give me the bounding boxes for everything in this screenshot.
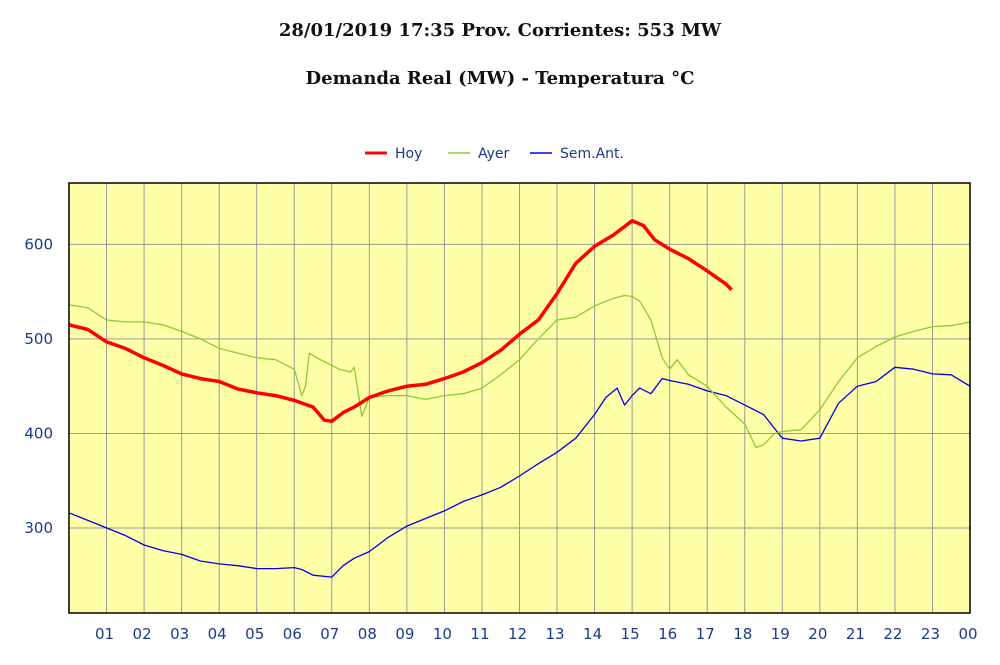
grid [69, 183, 970, 613]
x-tick-label: 20 [808, 625, 827, 643]
series-lines [68, 219, 971, 578]
x-tick-label: 01 [95, 625, 114, 643]
legend: Hoy Ayer Sem.Ant. [365, 146, 624, 162]
y-tick-label: 300 [24, 519, 53, 537]
legend-item: Ayer [448, 146, 510, 162]
x-tick-label: 06 [283, 625, 302, 643]
legend-label: Ayer [478, 146, 510, 162]
y-tick-label: 600 [24, 235, 53, 253]
legend-item: Sem.Ant. [530, 146, 624, 162]
x-tick-label: 02 [133, 625, 152, 643]
legend-label: Sem.Ant. [560, 146, 624, 162]
x-tick-label: 15 [621, 625, 640, 643]
y-tick-label: 400 [24, 424, 53, 442]
legend-label: Hoy [395, 146, 422, 162]
x-tick-label: 12 [508, 625, 527, 643]
x-tick-label: 10 [433, 625, 452, 643]
y-tick-label: 500 [24, 330, 53, 348]
x-tick-label: 23 [921, 625, 940, 643]
x-tick-label: 17 [696, 625, 715, 643]
series-line-sem-ant [68, 366, 971, 578]
x-tick-label: 04 [208, 625, 227, 643]
x-tick-label: 19 [771, 625, 790, 643]
x-tick-label: 00 [958, 625, 977, 643]
legend-item: Hoy [365, 146, 422, 162]
x-tick-label: 09 [395, 625, 414, 643]
x-tick-label: 21 [846, 625, 865, 643]
x-tick-label: 16 [658, 625, 677, 643]
x-tick-label: 03 [170, 625, 189, 643]
x-tick-label: 07 [320, 625, 339, 643]
x-axis: 01 02 03 04 05 06 07 08 09 10 11 12 13 14 15 16 17 18 19 20… [95, 625, 978, 643]
chart-subtitle: Demanda Real (MW) - Temperatura °C [305, 68, 695, 89]
x-tick-label: 13 [545, 625, 564, 643]
x-tick-label: 05 [245, 625, 264, 643]
x-tick-label: 22 [883, 625, 902, 643]
y-axis: 300 400 500 600 [24, 235, 53, 537]
chart-title: 28/01/2019 17:35 Prov. Corrientes: 553 M… [278, 20, 722, 41]
x-tick-label: 18 [733, 625, 752, 643]
x-tick-label: 08 [358, 625, 377, 643]
x-tick-label: 11 [470, 625, 489, 643]
series-line-ayer [68, 294, 971, 449]
plot-border [68, 182, 971, 614]
x-tick-label: 14 [583, 625, 602, 643]
series-line-hoy [68, 219, 733, 423]
